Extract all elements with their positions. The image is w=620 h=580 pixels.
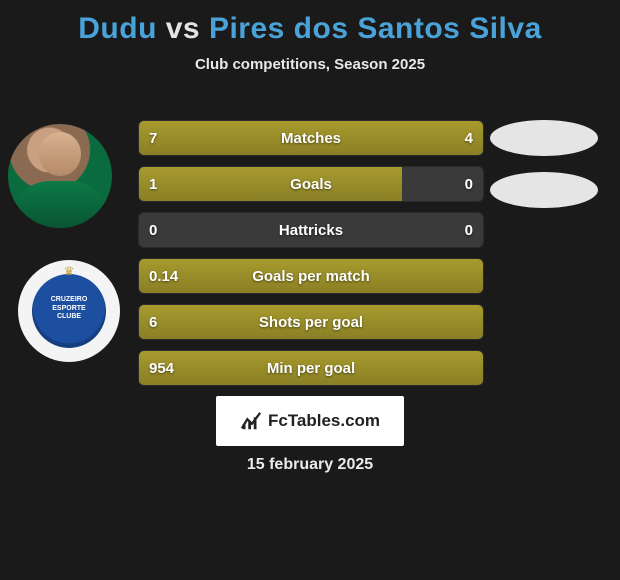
player2-name: Pires dos Santos Silva xyxy=(209,12,542,45)
stat-row: 0.14Goals per match xyxy=(138,258,484,294)
player1-name: Dudu xyxy=(78,12,157,45)
crest-text: CRUZEIROESPORTECLUBE xyxy=(51,296,88,321)
chart-icon xyxy=(240,410,262,432)
player1-avatar xyxy=(8,124,112,228)
fctables-logo[interactable]: FcTables.com xyxy=(216,396,404,446)
player2-avatar-placeholder-1 xyxy=(490,120,598,156)
club-crest: ♛ CRUZEIROESPORTECLUBE xyxy=(18,260,120,362)
avatar-jersey xyxy=(18,181,101,228)
title-vs: vs xyxy=(166,12,200,45)
stat-label: Min per goal xyxy=(139,351,483,385)
page-title: Dudu vs Pires dos Santos Silva xyxy=(0,0,620,46)
subtitle: Club competitions, Season 2025 xyxy=(0,56,620,73)
stat-label: Matches xyxy=(139,121,483,155)
footer-site-text: FcTables.com xyxy=(268,411,380,431)
stat-label: Shots per goal xyxy=(139,305,483,339)
stat-row: 74Matches xyxy=(138,120,484,156)
comparison-card: Dudu vs Pires dos Santos Silva Club comp… xyxy=(0,0,620,580)
stat-label: Goals per match xyxy=(139,259,483,293)
stat-label: Goals xyxy=(139,167,483,201)
stat-bars: 74Matches 10Goals 00Hattricks 0.14Goals per… xyxy=(138,120,484,396)
stat-row: 6Shots per goal xyxy=(138,304,484,340)
crown-icon: ♛ xyxy=(64,264,75,278)
stat-row: 10Goals xyxy=(138,166,484,202)
footer-date: 15 february 2025 xyxy=(0,456,620,474)
stat-row: 00Hattricks xyxy=(138,212,484,248)
stat-label: Hattricks xyxy=(139,213,483,247)
stat-row: 954Min per goal xyxy=(138,350,484,386)
player2-crest-placeholder xyxy=(490,172,598,208)
avatar-head xyxy=(39,132,81,176)
crest-inner: ♛ CRUZEIROESPORTECLUBE xyxy=(32,274,106,348)
